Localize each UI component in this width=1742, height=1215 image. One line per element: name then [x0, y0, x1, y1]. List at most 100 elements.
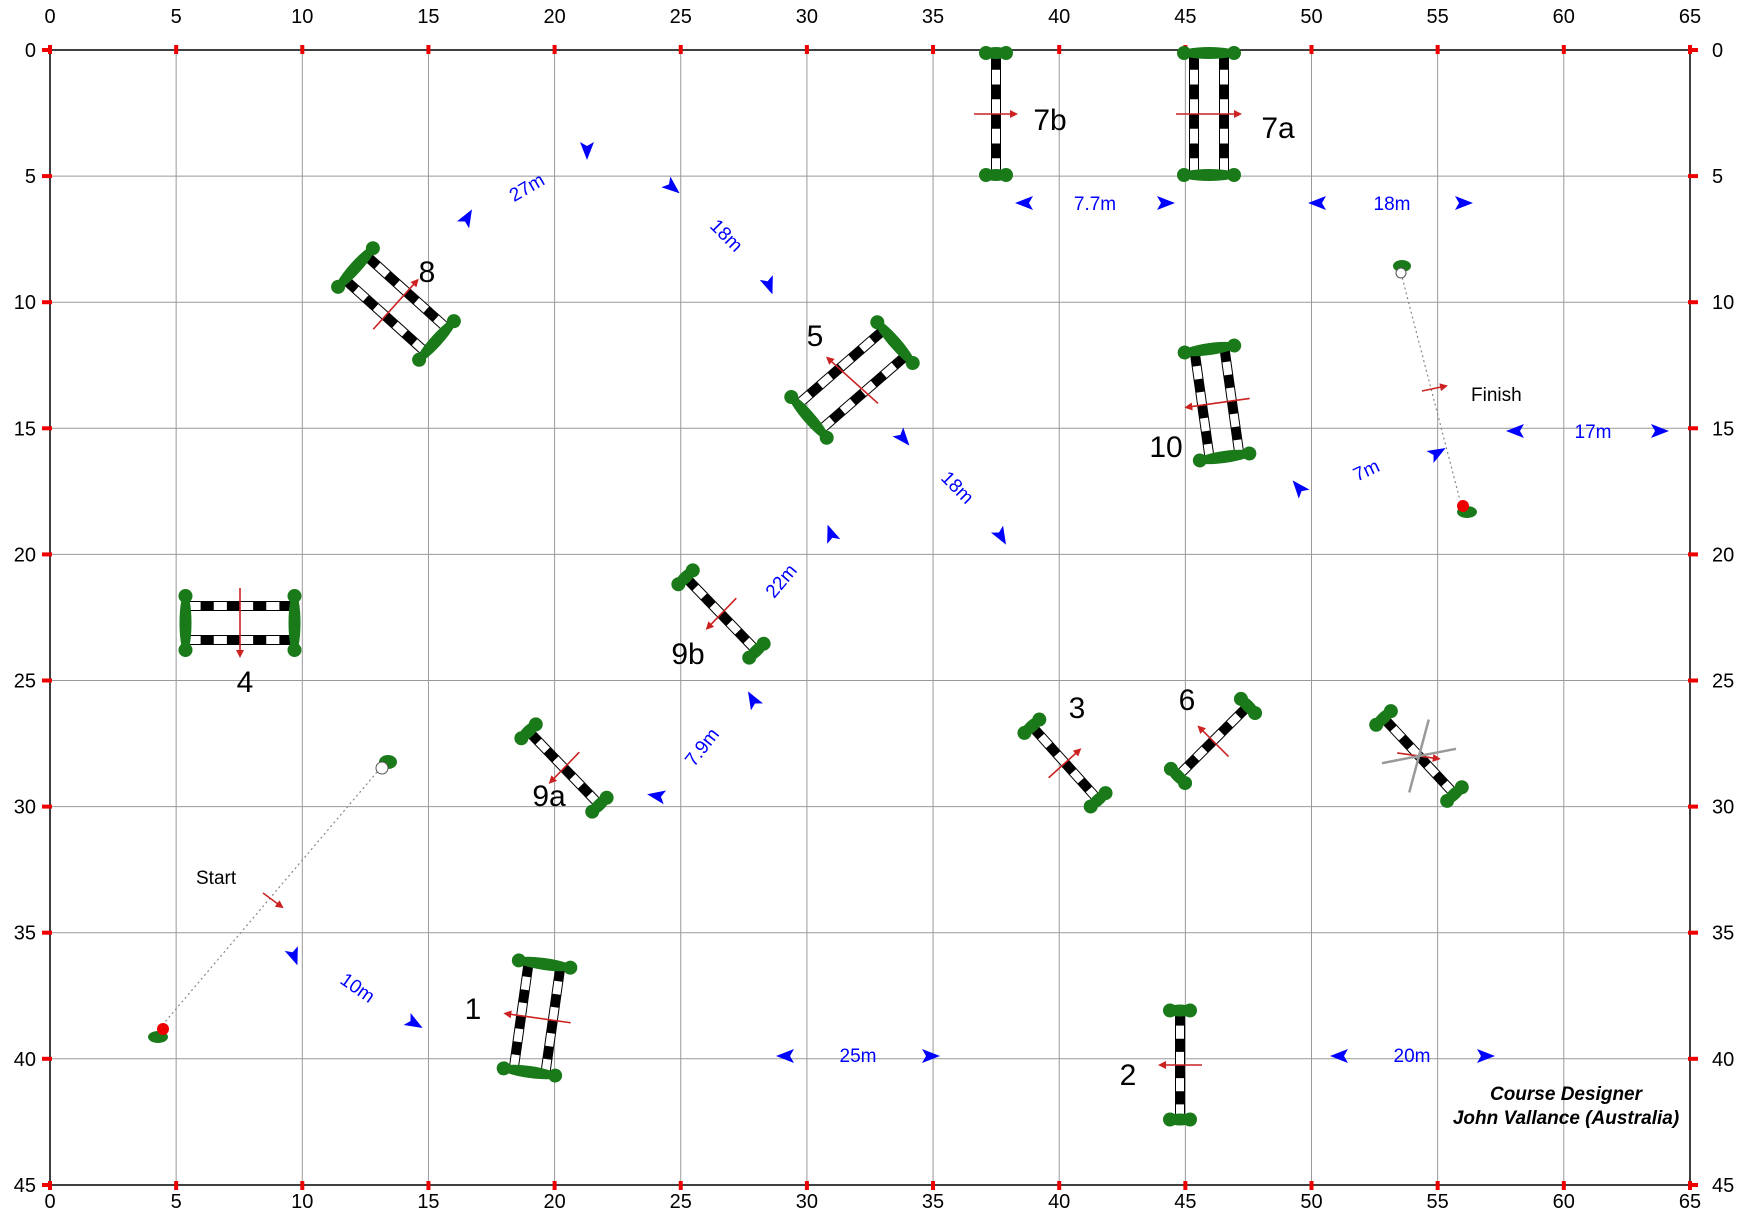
fence-wing-foliage — [287, 589, 302, 657]
y-tick-label-right: 45 — [1712, 1175, 1734, 1197]
fence-4 — [178, 588, 302, 658]
y-tick-label-left: 10 — [14, 292, 36, 314]
x-tick-label-top: 50 — [1300, 6, 1322, 28]
x-tick-label-top: 10 — [291, 6, 313, 28]
distance-markers — [284, 142, 1669, 1063]
distance-arrowhead — [284, 946, 298, 966]
y-tick-label-left: 45 — [14, 1175, 36, 1197]
fence-label-7b: 7b — [1033, 104, 1066, 137]
fence-wing-foliage — [496, 1061, 563, 1083]
fence-wing-foliage — [784, 390, 834, 445]
fence-pole — [817, 352, 909, 434]
y-tick-label-left: 40 — [14, 1049, 36, 1071]
distance-arrowhead — [1506, 424, 1524, 438]
distance-arrowhead — [403, 1012, 423, 1028]
fence-3 — [1017, 712, 1113, 814]
fence-wing-foliage — [671, 563, 700, 592]
fence-direction-arrow — [1048, 748, 1082, 779]
x-tick-label-bottom: 50 — [1300, 1191, 1322, 1213]
distance-arrowhead — [1426, 448, 1446, 464]
designer-name: John Vallance (Australia) — [1453, 1108, 1679, 1129]
fence-7a — [1176, 46, 1242, 182]
distance-label: 25m — [840, 1046, 877, 1067]
distance-label: 7.7m — [1074, 194, 1116, 215]
x-tick-label-top: 30 — [796, 6, 818, 28]
x-tick-label-bottom: 20 — [543, 1191, 565, 1213]
fence-direction-arrow — [1197, 725, 1230, 758]
y-tick-label-right: 40 — [1712, 1049, 1734, 1071]
fence-wing-foliage — [1177, 338, 1242, 360]
fence-direction-arrow — [825, 356, 879, 405]
x-tick-label-bottom: 65 — [1679, 1191, 1701, 1213]
start-label: Start — [196, 868, 237, 889]
finish-line — [1393, 260, 1477, 518]
x-tick-label-top: 45 — [1174, 6, 1196, 28]
distance-arrowhead — [456, 209, 472, 229]
fence-wing-foliage — [331, 241, 380, 294]
crossed-out-mark — [1381, 719, 1457, 793]
distance-arrowhead — [1651, 424, 1669, 438]
fence-label-7a: 7a — [1261, 112, 1295, 145]
distance-arrowhead — [1308, 196, 1326, 210]
fence-wing-foliage — [979, 46, 1013, 60]
fence-direction-arrow — [372, 278, 419, 330]
fence-label-4: 4 — [237, 666, 254, 699]
fence-labels: 1 2 3 4 5 6 7a 7b 8 9a 9b 10 — [237, 104, 1295, 1092]
finish-label: Finish — [1471, 385, 1522, 406]
x-tick-label-bottom: 55 — [1427, 1191, 1449, 1213]
distance-label: 20m — [1394, 1046, 1431, 1067]
start-direction-arrow — [262, 892, 284, 909]
designer-title: Course Designer — [1490, 1084, 1644, 1105]
x-tick-label-bottom: 15 — [417, 1191, 439, 1213]
fence-wing-foliage — [1163, 761, 1193, 791]
distance-arrowhead — [827, 524, 841, 544]
fences — [178, 46, 1469, 1127]
y-tick-label-right: 0 — [1712, 40, 1723, 62]
x-tick-label-bottom: 40 — [1048, 1191, 1070, 1213]
fence-wing-foliage — [979, 168, 1013, 182]
distance-arrowhead — [922, 1049, 940, 1063]
fence-5 — [784, 315, 920, 445]
fence-direction-arrow — [548, 751, 580, 784]
fence-9b — [671, 563, 771, 665]
y-tick-label-left: 35 — [14, 923, 36, 945]
fence-direction-arrow — [503, 1010, 571, 1024]
x-tick-label-bottom: 10 — [291, 1191, 313, 1213]
axis-ticks: 0055101015152020252530303535404045455050… — [14, 6, 1735, 1213]
start-flag-left — [148, 1023, 169, 1043]
fence-label-1: 1 — [465, 993, 482, 1026]
x-tick-label-top: 25 — [670, 6, 692, 28]
y-tick-label-left: 25 — [14, 671, 36, 693]
fence-wing-foliage — [1192, 446, 1257, 468]
x-tick-label-bottom: 35 — [922, 1191, 944, 1213]
fence-label-9a: 9a — [532, 780, 566, 813]
distance-arrowhead — [1292, 480, 1310, 499]
distance-arrowhead — [990, 525, 1006, 545]
x-tick-label-top: 15 — [417, 6, 439, 28]
fence-wing-foliage — [1233, 691, 1263, 721]
fence-wing-foliage — [1017, 712, 1047, 740]
y-tick-label-left: 0 — [25, 40, 36, 62]
start-line — [148, 755, 397, 1043]
distance-arrowhead — [892, 427, 910, 446]
x-tick-label-top: 60 — [1553, 6, 1575, 28]
fence-wing-foliage — [870, 315, 920, 370]
fence-2 — [1158, 1003, 1202, 1127]
distance-arrowhead — [1455, 196, 1473, 210]
finish-flag-bottom — [1457, 500, 1477, 518]
fence-wing-foliage — [412, 314, 461, 367]
distance-arrowhead — [1477, 1049, 1495, 1063]
start-flag-right — [375, 755, 397, 775]
x-tick-label-top: 5 — [171, 6, 182, 28]
x-tick-label-bottom: 0 — [44, 1191, 55, 1213]
fence-9a — [514, 717, 614, 819]
fence-wing-foliage — [1163, 1003, 1197, 1018]
fence-wing-foliage — [1177, 46, 1241, 60]
y-tick-label-left: 20 — [14, 544, 36, 566]
fence-label-10: 10 — [1149, 431, 1182, 464]
y-tick-label-left: 15 — [14, 418, 36, 440]
fence-1 — [496, 953, 578, 1083]
fence-label-3: 3 — [1069, 692, 1086, 725]
x-tick-label-top: 20 — [543, 6, 565, 28]
